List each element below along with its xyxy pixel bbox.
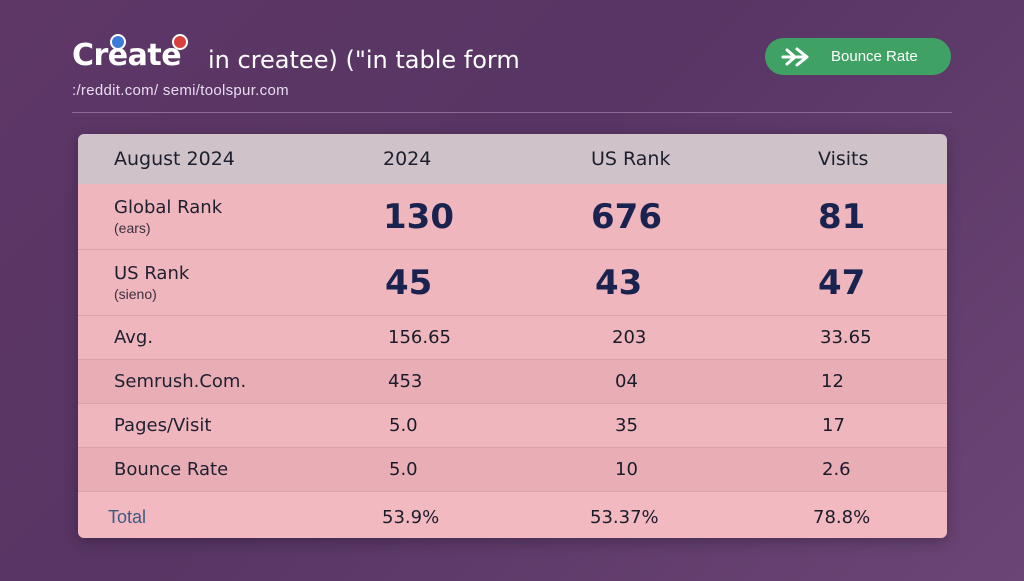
table-cell: 33.65 [820, 327, 872, 348]
table-cell: 156.65 [388, 327, 451, 348]
row-label: Pages/Visit [114, 415, 212, 436]
page-header: Create in createe) ("in table form :/red… [0, 0, 1024, 112]
table-cell: 5.0 [389, 459, 418, 480]
column-header-visits: Visits [818, 148, 869, 170]
table-cell: 45 [385, 262, 433, 303]
logo-badge-icon [110, 34, 126, 50]
plane-arrow-icon [781, 47, 809, 66]
total-cell: 78.8% [813, 506, 871, 528]
table-row: Global Rank (ears) 130 676 81 [78, 184, 947, 250]
table-cell: 10 [615, 459, 638, 480]
header-divider [72, 112, 952, 113]
table-cell: 43 [595, 262, 643, 303]
table-cell: 17 [822, 415, 845, 436]
table-cell: 5.0 [389, 415, 418, 436]
table-cell: 04 [615, 371, 638, 392]
row-label: Bounce Rate [114, 459, 229, 480]
row-label: US Rank [114, 263, 190, 284]
row-sublabel: (sieno) [114, 286, 157, 302]
table-row: Avg. 156.65 203 33.65 [78, 316, 947, 360]
table-cell: 81 [818, 196, 866, 237]
logo-text: Create [72, 38, 182, 73]
table-row: Pages/Visit 5.0 35 17 [78, 404, 947, 448]
table-cell: 2.6 [822, 459, 851, 480]
table-cell: 453 [388, 371, 423, 392]
row-sublabel: (ears) [114, 220, 151, 236]
table-cell: 35 [615, 415, 638, 436]
table-cell: 47 [818, 262, 866, 303]
table-row: Bounce Rate 5.0 10 2.6 [78, 448, 947, 492]
row-label-cell: US Rank (sieno) [114, 263, 189, 302]
row-label: Semrush.Com. [114, 371, 247, 392]
notification-badge-icon [172, 34, 188, 50]
bounce-rate-label: Bounce Rate [831, 48, 918, 65]
source-url: :/reddit.com/ semi/toolspur.com [72, 82, 289, 99]
table-cell: 130 [383, 196, 454, 237]
column-header-period: August 2024 [114, 148, 235, 170]
row-label: Avg. [114, 327, 154, 348]
table-total-row: Total 53.9% 53.37% 78.8% [78, 492, 947, 538]
table-cell: 203 [612, 327, 647, 348]
row-label: Global Rank [114, 197, 223, 218]
table-cell: 676 [591, 196, 662, 237]
total-label: Total [108, 506, 147, 527]
total-cell: 53.9% [382, 506, 440, 528]
table-row: Semrush.Com. 453 04 12 [78, 360, 947, 404]
table-header-row: August 2024 2024 US Rank Visits [78, 134, 947, 184]
table-cell: 12 [821, 371, 844, 392]
column-header-year: 2024 [383, 148, 432, 170]
row-label-cell: Global Rank (ears) [114, 197, 222, 236]
stats-table: August 2024 2024 US Rank Visits Global R… [78, 134, 947, 538]
bounce-rate-button[interactable]: Bounce Rate [765, 38, 951, 75]
total-cell: 53.37% [590, 506, 659, 528]
table-row: US Rank (sieno) 45 43 47 [78, 250, 947, 316]
column-header-us-rank: US Rank [591, 148, 671, 170]
page-title: in createe) ("in table form [208, 46, 520, 74]
logo[interactable]: Create [72, 34, 188, 73]
